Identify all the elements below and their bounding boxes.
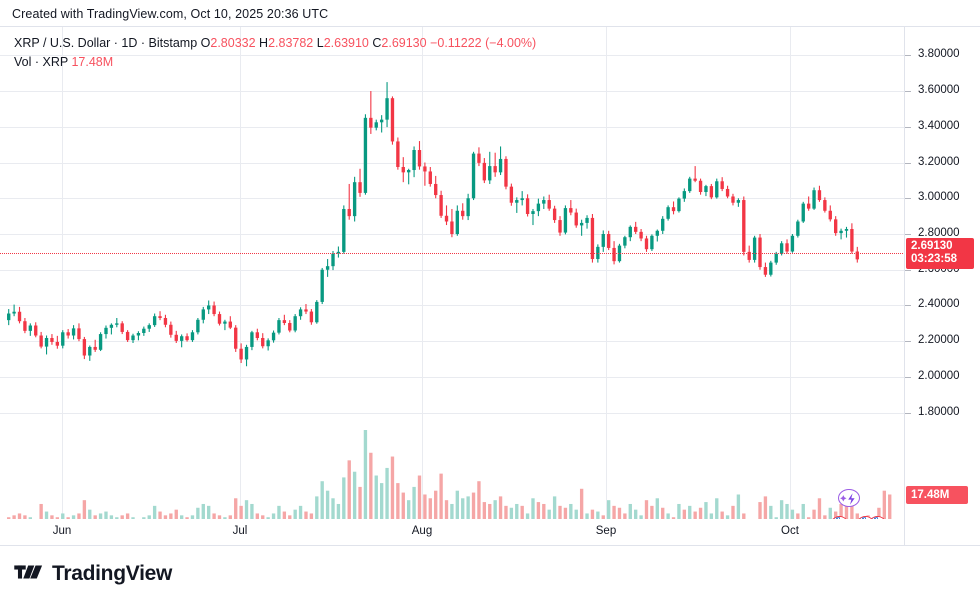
chart-frame: XRP / U.S. Dollar · 1D · Bitstamp O2.803… — [0, 26, 980, 546]
sparkle-lightning-badge[interactable] — [838, 489, 860, 507]
price-tick-label: 2.00000 — [905, 370, 980, 382]
price-tick-label: 2.20000 — [905, 334, 980, 346]
grid-line-horizontal — [0, 269, 904, 271]
price-tick-label: 3.00000 — [905, 191, 980, 203]
legend-low-key: L — [316, 36, 324, 50]
grid-line-horizontal — [0, 376, 904, 378]
grid-line-vertical — [790, 27, 791, 519]
grid-line-vertical — [606, 27, 607, 519]
current-price-line — [0, 253, 904, 255]
legend-high-key: H — [259, 36, 269, 50]
price-tick-label: 3.60000 — [905, 84, 980, 96]
legend-volume-value: 17.48M — [71, 55, 114, 69]
price-tick-label: 1.80000 — [905, 406, 980, 418]
bar-countdown: 03:23:58 — [911, 253, 958, 266]
tradingview-logo-icon — [14, 563, 44, 586]
grid-line-horizontal — [0, 198, 904, 200]
price-tick-label: 3.20000 — [905, 156, 980, 168]
lightning-sparkle-icon — [840, 493, 855, 505]
grid-line-horizontal — [0, 162, 904, 164]
candlestick-and-volume-series — [7, 82, 892, 519]
legend-open-key: O — [200, 36, 211, 50]
time-tick-label: Sep — [595, 525, 617, 537]
price-axis[interactable]: 1.800002.000002.200002.400002.600002.800… — [905, 27, 980, 546]
attribution-text: Created with TradingView.com, Oct 10, 20… — [12, 7, 329, 21]
legend-volume-label[interactable]: Vol · XRP — [14, 55, 68, 69]
grid-line-horizontal — [0, 341, 904, 343]
legend-low-value: 2.63910 — [323, 36, 369, 50]
price-tick-label: 3.40000 — [905, 120, 980, 132]
legend-open-value: 2.80332 — [210, 36, 256, 50]
time-axis[interactable]: Jun Jul Aug Sep Oct — [0, 519, 905, 546]
legend-close-value: 2.69130 — [381, 36, 427, 50]
time-tick-label: Aug — [411, 525, 433, 537]
grid-line-vertical — [240, 27, 241, 519]
current-volume-badge[interactable]: 17.48M — [906, 486, 968, 505]
grid-line-horizontal — [0, 412, 904, 414]
legend-high-value: 2.83782 — [268, 36, 314, 50]
price-tick-label: 2.80000 — [905, 227, 980, 239]
current-price-badge[interactable]: 2.69130 03:23:58 — [906, 238, 974, 270]
brand-name: TradingView — [52, 562, 173, 585]
current-volume-value: 17.48M — [911, 489, 950, 502]
grid-line-vertical — [422, 27, 423, 519]
grid-line-vertical — [62, 27, 63, 519]
economic-event-us-3[interactable] — [868, 516, 887, 519]
chart-legend: XRP / U.S. Dollar · 1D · Bitstamp O2.803… — [14, 35, 536, 71]
legend-symbol[interactable]: XRP / U.S. Dollar · 1D · Bitstamp — [14, 36, 198, 50]
grid-line-horizontal — [0, 91, 904, 93]
time-tick-label: Oct — [781, 525, 799, 537]
footer-branding: TradingView — [14, 562, 172, 586]
legend-close-key: C — [372, 36, 382, 50]
price-tick-label: 3.80000 — [905, 48, 980, 60]
legend-change: −0.11222 (−4.00%) — [430, 36, 537, 50]
economic-event-us-1[interactable] — [830, 516, 849, 519]
current-price-value: 2.69130 — [911, 240, 953, 253]
grid-line-horizontal — [0, 55, 904, 57]
time-tick-label: Jul — [232, 525, 248, 537]
time-tick-label: Jun — [52, 525, 72, 537]
grid-line-horizontal — [0, 305, 904, 307]
chart-plot-area[interactable]: XRP / U.S. Dollar · 1D · Bitstamp O2.803… — [0, 27, 905, 519]
price-tick-label: 2.40000 — [905, 298, 980, 310]
grid-line-horizontal — [0, 126, 904, 128]
